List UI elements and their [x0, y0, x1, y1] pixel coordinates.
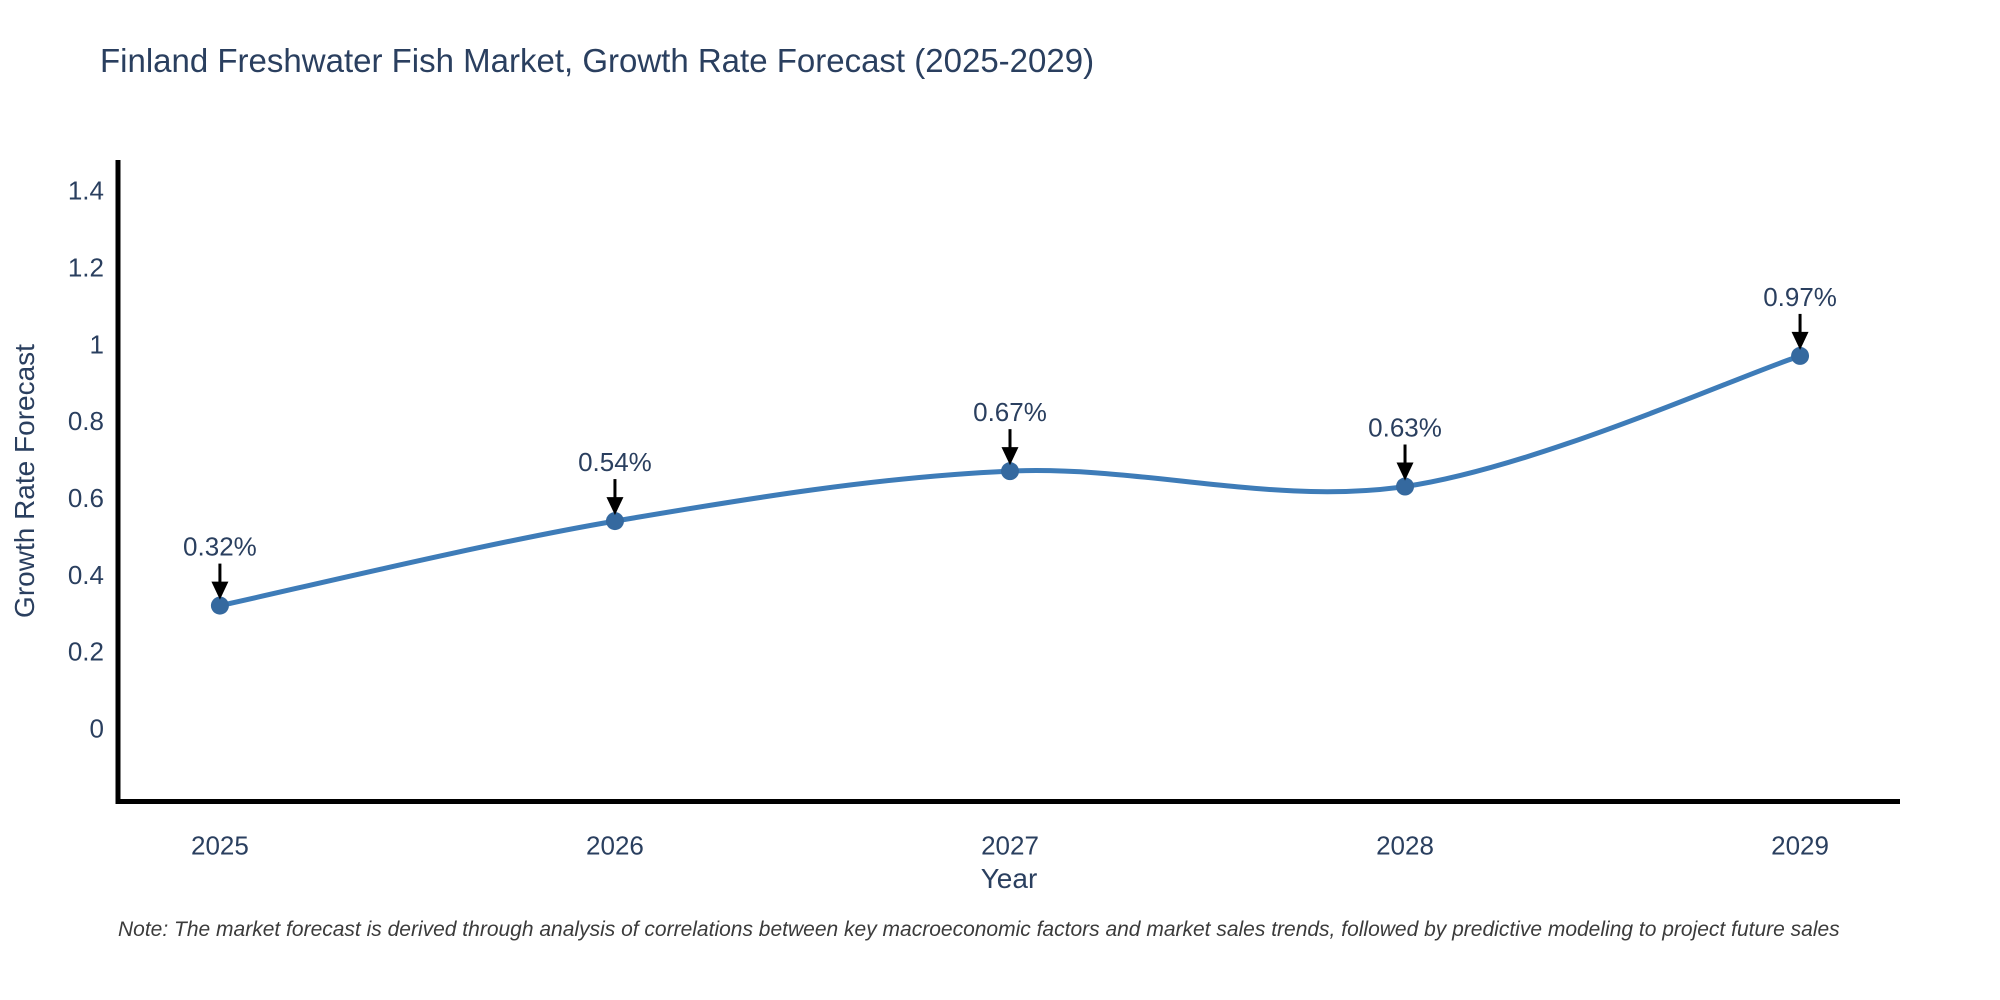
- x-tick-label: 2028: [1376, 831, 1434, 861]
- y-tick-label: 0: [90, 714, 104, 744]
- annotation-arrowhead-icon: [606, 497, 624, 516]
- data-point-marker: [1791, 346, 1810, 365]
- x-tick-label: 2026: [586, 831, 644, 861]
- x-axis-title: Year: [981, 863, 1038, 894]
- annotations-layer: 0.32% 0.54% 0.67% 0.63% 0.97%: [183, 282, 1837, 600]
- y-tick-label: 0.4: [68, 560, 104, 590]
- y-tick-label: 0.6: [68, 483, 104, 513]
- y-tick-label: 0.8: [68, 406, 104, 436]
- data-point-marker: [1000, 462, 1019, 481]
- annotation-arrowhead-icon: [1791, 331, 1809, 350]
- x-tick-label: 2027: [981, 831, 1039, 861]
- y-tick-label: 0.2: [68, 637, 104, 667]
- x-tick-label: 2025: [191, 831, 249, 861]
- data-point-label: 0.32%: [183, 532, 257, 562]
- data-point-marker: [1396, 477, 1415, 496]
- y-tick-label: 1.2: [68, 253, 104, 283]
- data-point-marker: [210, 596, 229, 615]
- annotation-arrowhead-icon: [211, 581, 229, 600]
- footnote-text: Note: The market forecast is derived thr…: [118, 918, 1840, 941]
- y-tick-label: 1: [90, 329, 104, 359]
- series-layer: [210, 346, 1810, 615]
- annotation-arrowhead-icon: [1396, 462, 1414, 481]
- data-point-label: 0.67%: [973, 397, 1047, 427]
- annotation-arrowhead-icon: [1001, 447, 1019, 466]
- y-tick-label: 1.4: [68, 176, 104, 206]
- data-point-label: 0.97%: [1763, 282, 1837, 312]
- x-tick-label: 2029: [1771, 831, 1829, 861]
- data-point-label: 0.63%: [1368, 413, 1442, 443]
- data-point-marker: [605, 512, 624, 531]
- y-axis-title: Growth Rate Forecast: [9, 344, 40, 618]
- data-point-label: 0.54%: [578, 447, 652, 477]
- chart-title: Finland Freshwater Fish Market, Growth R…: [100, 42, 1095, 79]
- axes-layer: [115, 160, 1900, 804]
- forecast-line: [217, 353, 1803, 609]
- tick-labels-layer: 0 0.2 0.4 0.6 0.8 1 1.2 1.4 2025 2026 2027 2028 2029: [68, 176, 1829, 861]
